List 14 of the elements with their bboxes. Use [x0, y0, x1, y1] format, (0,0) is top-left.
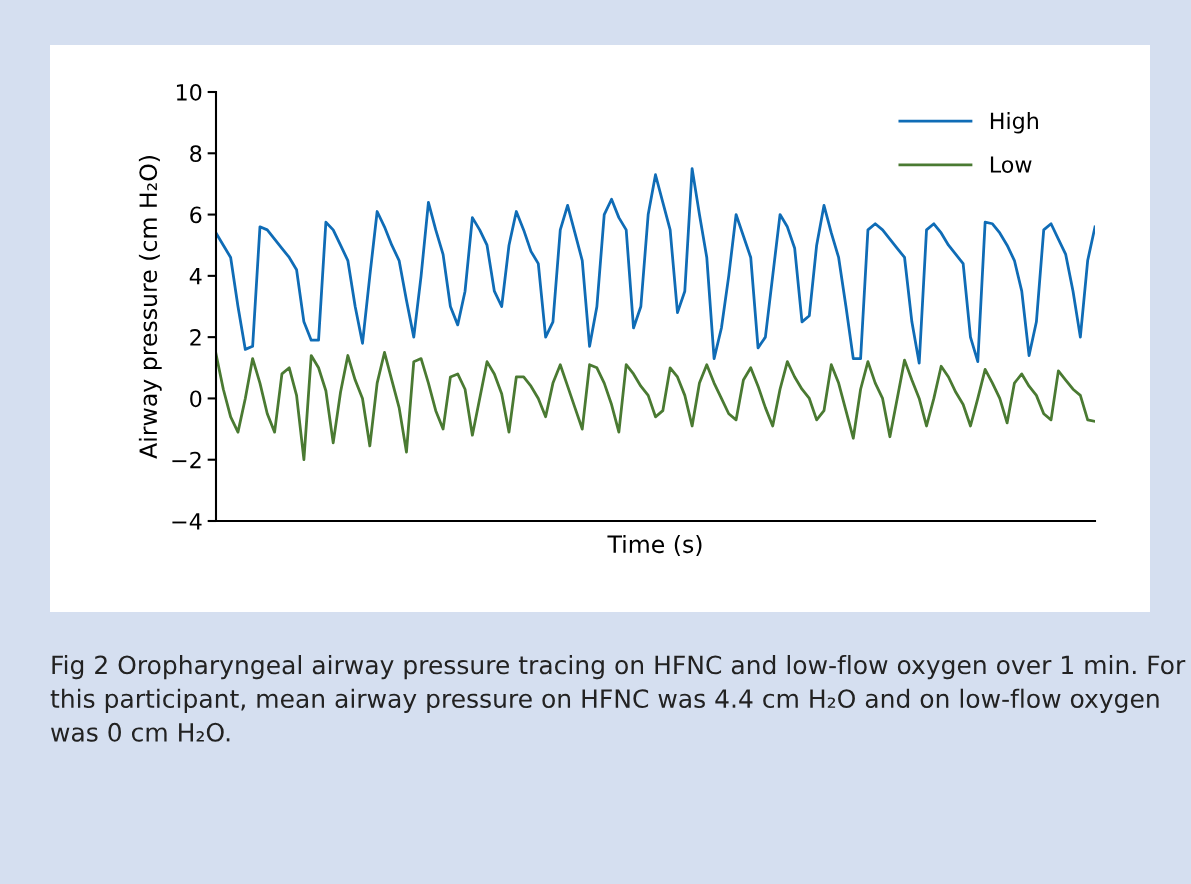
y-tick-label: 10: [176, 83, 202, 101]
y-tick-label: 6: [190, 206, 202, 224]
y-tick-label: −4: [172, 513, 202, 530]
y-tick-label: 8: [190, 145, 202, 163]
caption: Fig 2 Oropharyngeal airway pressure tracing on HFNC and low-flow oxygen over 1 min. For this participant, mean airway pressure on HFNC was 4.4 cm H₂O and on low-flow oxygen was 0 cm H₂O.: [50, 655, 1186, 742]
y-tick-label: 4: [189, 268, 202, 285]
y-axis-title: Airway pressure (cm H₂O): [138, 156, 162, 459]
legend-label: Low: [990, 156, 1032, 173]
y-tick-label: −2: [172, 451, 201, 469]
y-tick-label: 2: [190, 329, 201, 346]
y-tick-label: 0: [190, 390, 202, 408]
line-series: [216, 351, 1095, 462]
x-axis-title: Time (s): [607, 534, 702, 556]
legend-label: High: [990, 112, 1038, 134]
